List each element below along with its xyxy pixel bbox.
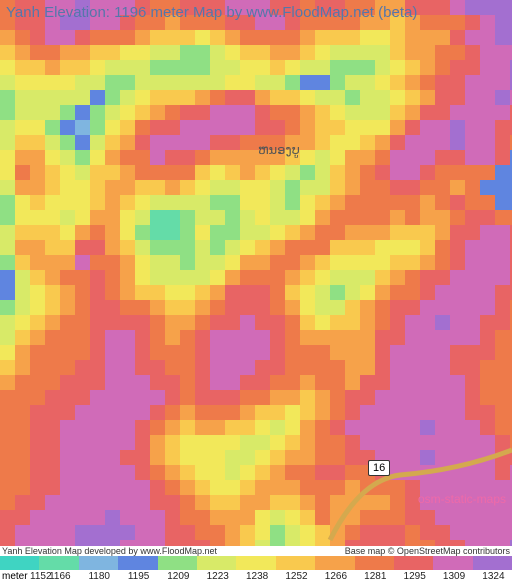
- legend-value: 1209: [167, 571, 189, 582]
- legend-swatch: [355, 556, 394, 570]
- color-legend: [0, 556, 512, 570]
- legend-values: 1152116611801195120912231238125212661281…: [0, 570, 512, 582]
- attribution-left: Yanh Elevation Map developed by www.Floo…: [2, 546, 217, 556]
- legend-swatch: [118, 556, 157, 570]
- elevation-map: ຫນອງບູ 16 osm-static-maps: [0, 0, 512, 546]
- legend-swatch: [433, 556, 472, 570]
- road-overlay: [0, 0, 512, 546]
- legend-swatch: [473, 556, 512, 570]
- legend-swatch: [0, 556, 39, 570]
- legend-value: 1309: [443, 571, 465, 582]
- legend-swatch: [276, 556, 315, 570]
- legend-value: 1295: [404, 571, 426, 582]
- legend-swatch: [158, 556, 197, 570]
- legend-value: 1180: [88, 571, 110, 582]
- legend-value: 1324: [482, 571, 504, 582]
- osm-watermark: osm-static-maps: [418, 492, 506, 506]
- legend-swatch: [236, 556, 275, 570]
- legend-swatch: [39, 556, 78, 570]
- place-label: ຫນອງບູ: [258, 142, 300, 158]
- legend-value: 1281: [364, 571, 386, 582]
- legend-swatch: [315, 556, 354, 570]
- legend-value: 1266: [325, 571, 347, 582]
- attribution-right: Base map © OpenStreetMap contributors: [345, 546, 510, 556]
- legend-value: 1252: [285, 571, 307, 582]
- legend-swatch: [197, 556, 236, 570]
- legend-swatch: [79, 556, 118, 570]
- legend-value: 1166: [49, 571, 71, 582]
- legend-value: 1223: [207, 571, 229, 582]
- legend-value: 1195: [128, 571, 150, 582]
- legend-value: 1238: [246, 571, 268, 582]
- road-shield: 16: [368, 460, 390, 476]
- map-title: Yanh Elevation: 1196 meter Map by www.Fl…: [6, 4, 417, 21]
- legend-swatch: [394, 556, 433, 570]
